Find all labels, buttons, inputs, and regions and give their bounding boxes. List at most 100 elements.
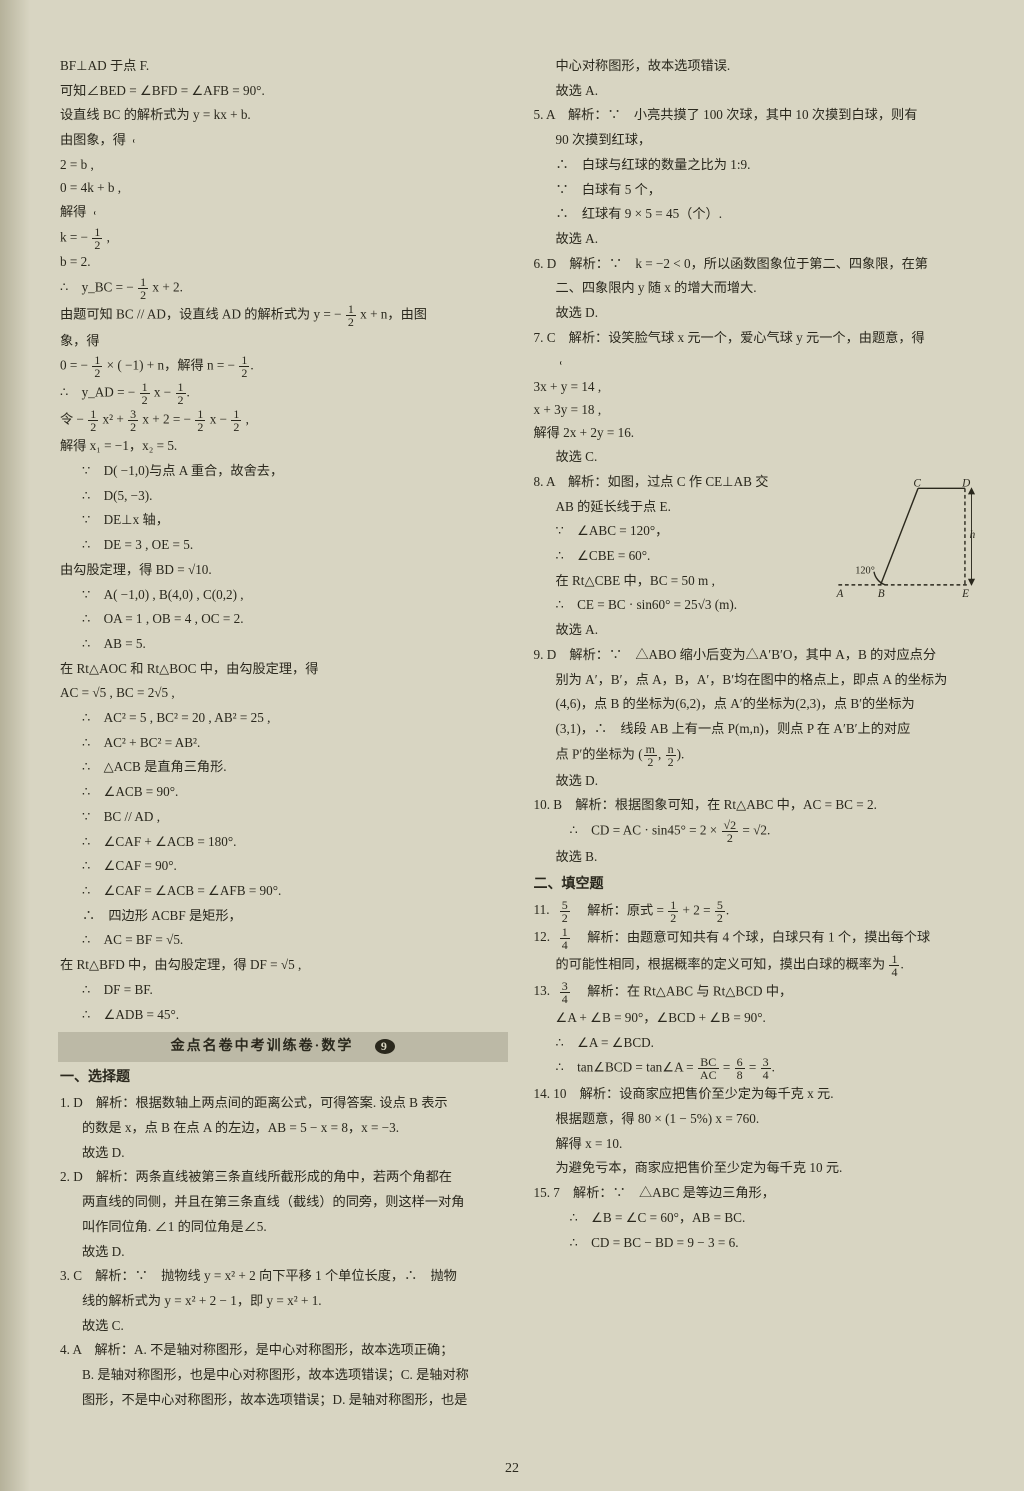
eq: 3x + y = 14 , (534, 376, 980, 399)
line: 线的解析式为 y = x² + 2 − 1，即 y = x² + 1. (60, 1290, 506, 1313)
q3: 3. C 解析：∵ 抛物线 y = x² + 2 向下平移 1 个单位长度，∴ … (60, 1265, 506, 1288)
line: ∴ AC² + BC² = AB². (60, 732, 506, 755)
line: ∴ ∠ACB = 90°. (60, 781, 506, 804)
fraction: 12 (87, 408, 99, 433)
line (534, 351, 980, 374)
line: ∵ DE⊥x 轴， (60, 509, 506, 532)
label-h: h (970, 529, 976, 541)
line: 故选 A. (534, 619, 980, 642)
line: ∠A + ∠B = 90°，∠BCD + ∠B = 90°. (534, 1007, 980, 1030)
line: 故选 D. (534, 770, 980, 793)
line: ∴ 白球与红球的数量之比为 1:9. (534, 154, 980, 177)
line: ∴ DE = 3 , OE = 5. (60, 534, 506, 557)
eq: 2 = b , (60, 154, 506, 177)
line: 点 P′的坐标为 (m2, n2). (534, 743, 980, 768)
line: ∴ ∠CAF = ∠ACB = ∠AFB = 90°. (60, 880, 506, 903)
fraction: 12 (175, 381, 187, 406)
line: ∴ AB = 5. (60, 633, 506, 656)
q5: 5. A 解析：∵ 小亮共摸了 100 次球，其中 10 次摸到白球，则有 (534, 104, 980, 127)
line: ∵ BC // AD , (60, 806, 506, 829)
line: (4,6)，点 B 的坐标为(6,2)，点 A′的坐标为(2,3)，点 B′的坐… (534, 693, 980, 716)
line: 的可能性相同，根据概率的定义可知，摸出白球的概率为 14. (534, 953, 980, 978)
qnum: 11. (534, 899, 556, 922)
eq: 0 = 4k + b , (60, 177, 506, 200)
line: (3,1)，∴ 线段 AB 上有一点 P(m,n)，则点 P 在 A′B′上的对… (534, 718, 980, 741)
fraction: n2 (665, 743, 677, 768)
fraction: 14 (559, 926, 571, 951)
q10: 10. B 解析：根据图象可知，在 Rt△ABC 中，AC = BC = 2. (534, 794, 980, 817)
text: 解得 2x + 2y = 16. (534, 425, 635, 440)
line: 故选 A. (534, 228, 980, 251)
line: ∴ y_BC = − 12 x + 2. (60, 276, 506, 301)
q9: 9. D 解析：∵ △ABO 缩小后变为△A′B′O，其中 A，B 的对应点分 (534, 644, 980, 667)
line: ∴ ∠CAF = 90°. (60, 855, 506, 878)
fraction: m2 (643, 743, 658, 768)
line: 故选 B. (534, 846, 980, 869)
line: 解得 x₁ = −1，x₂ = 5. (60, 435, 506, 458)
text: x² + (103, 412, 128, 427)
line: ∴ 红球有 9 × 5 = 45（个）. (534, 203, 980, 226)
text: 解析：在 Rt△ABC 与 Rt△BCD 中， (574, 983, 792, 998)
qnum: 12. (534, 926, 556, 949)
fraction: 12 (230, 408, 242, 433)
text: 的可能性相同，根据概率的定义可知，摸出白球的概率为 (556, 956, 886, 971)
line: 故选 D. (60, 1142, 506, 1165)
line: 在 Rt△AOC 和 Rt△BOC 中，由勾股定理，得 (60, 658, 506, 681)
q14: 14. 10 解析：设商家应把售价至少定为每千克 x 元. (534, 1083, 980, 1106)
section-banner: 金点名卷中考训练卷·数学 9 (58, 1032, 508, 1062)
line: ∵ A( −1,0) , B(4,0) , C(0,2) , (60, 584, 506, 607)
q8-block: A B E C D h 120° 8. A 解析：如图，过点 C 作 CE⊥AB… (534, 471, 980, 642)
line: 的数是 x，点 B 在点 A 的左边，AB = 5 − x = 8，x = −3… (60, 1117, 506, 1140)
text: 令 − (60, 412, 87, 427)
line: 在 Rt△BFD 中，由勾股定理，得 DF = √5 , (60, 954, 506, 977)
text: 解析：原式 = (574, 902, 667, 917)
line: 90 次摸到红球， (534, 129, 980, 152)
q7: 7. C 解析：设笑脸气球 x 元一个，爱心气球 y 元一个，由题意，得 (534, 327, 980, 350)
text: 由题可知 BC // AD，设直线 AD 的解析式为 y = − (60, 306, 345, 321)
text: 0 = − (60, 358, 91, 373)
text: x + n，由图 (360, 306, 427, 321)
line: 令 − 12 x² + 32 x + 2 = − 12 x − 12 , (60, 408, 506, 433)
q13: 13. 34 解析：在 Rt△ABC 与 Rt△BCD 中， (534, 980, 980, 1005)
fraction: 14 (888, 953, 900, 978)
line: 为避免亏本，商家应把售价至少定为每千克 10 元. (534, 1157, 980, 1180)
text: ∴ tan∠BCD = tan∠A = (556, 1060, 697, 1075)
page: BF⊥AD 于点 F. 可知∠BED = ∠BFD = ∠AFB = 90°. … (0, 0, 1024, 1491)
page-number: 22 (0, 1461, 1024, 1477)
line: ∴ AC = BF = √5. (60, 929, 506, 952)
section-heading-mcq: 一、选择题 (60, 1066, 506, 1090)
text: 点 P′的坐标为 (556, 746, 635, 761)
line: ∴ D(5, −3). (60, 485, 506, 508)
line: ∴ DF = BF. (60, 979, 506, 1002)
line: ∴ 四边形 ACBF 是矩形， (60, 905, 506, 928)
text: = √2. (742, 823, 770, 838)
q1: 1. D 解析：根据数轴上两点间的距离公式，可得答案. 设点 B 表示 (60, 1092, 506, 1115)
banner-title: 金点名卷中考训练卷·数学 (171, 1039, 354, 1054)
label-C: C (913, 477, 921, 489)
line: 可知∠BED = ∠BFD = ∠AFB = 90°. (60, 80, 506, 103)
fraction: 12 (345, 303, 357, 328)
line: 设直线 BC 的解析式为 y = kx + b. (60, 104, 506, 127)
line: 解得 (60, 201, 506, 224)
q11: 11. 52 解析：原式 = 12 + 2 = 52. (534, 899, 980, 924)
line: ∴ ∠CAF + ∠ACB = 180°. (60, 831, 506, 854)
label-B: B (878, 588, 885, 600)
fraction: √22 (721, 819, 740, 844)
text: ∴ y_AD = − (60, 385, 139, 400)
line: ∴ OA = 1 , OB = 4 , OC = 2. (60, 608, 506, 631)
line: 故选 C. (534, 446, 980, 469)
line: ∴ △ACB 是直角三角形. (60, 756, 506, 779)
line: ∴ ∠ADB = 45°. (60, 1004, 506, 1027)
text: x − (210, 412, 231, 427)
text: ∴ y_BC = − (60, 279, 137, 294)
text: = (723, 1060, 734, 1075)
label-D: D (961, 477, 970, 489)
text: 解析：由题意可知共有 4 个球，白球只有 1 个，摸出每个球 (574, 929, 930, 944)
line: ∵ D( −1,0)与点 A 重合，故舍去， (60, 460, 506, 483)
line: 故选 C. (60, 1315, 506, 1338)
fraction: 12 (91, 226, 103, 251)
text: k = − (60, 229, 88, 244)
fraction: 34 (559, 980, 571, 1005)
line: 由题可知 BC // AD，设直线 AD 的解析式为 y = − 12 x + … (60, 303, 506, 328)
line: BF⊥AD 于点 F. (60, 55, 506, 78)
